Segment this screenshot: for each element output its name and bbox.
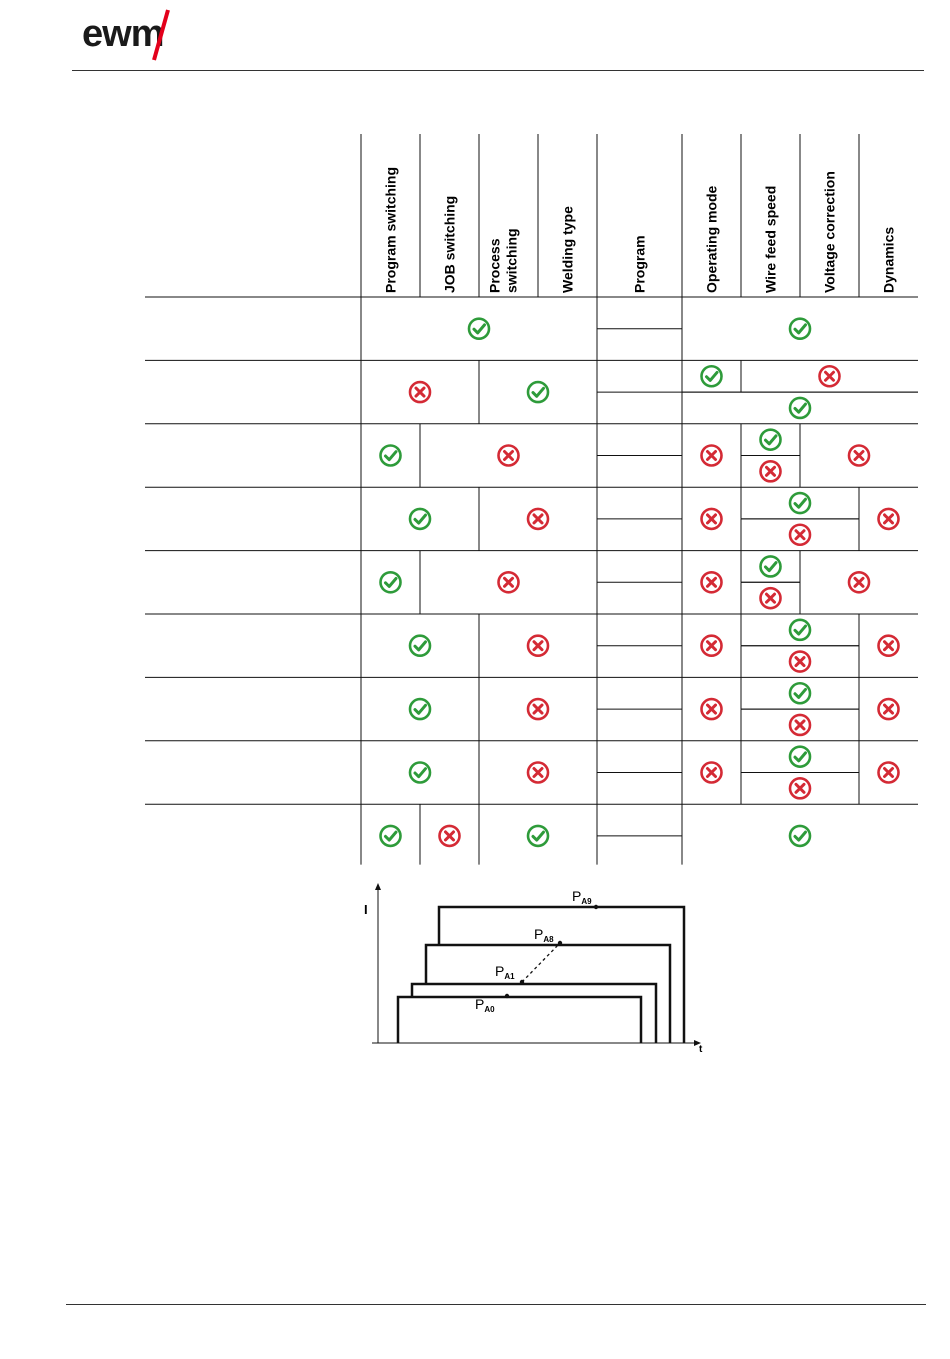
check-circle-icon <box>700 364 723 388</box>
check-circle-icon <box>788 681 812 705</box>
y-axis-label: I <box>364 902 368 917</box>
column-header-program: Program <box>632 235 648 293</box>
check-circle-icon <box>788 396 812 420</box>
check-circle-icon <box>788 824 812 848</box>
ewm-logo: ewm <box>80 8 215 64</box>
program-curve-a1 <box>410 982 658 1043</box>
program-curve-a9 <box>437 905 686 1043</box>
cross-circle-icon <box>847 444 871 467</box>
program-curve-a0 <box>396 995 643 1043</box>
cross-circle-icon <box>526 634 550 658</box>
program-sequence-diagram: I t PA0 PA1 PA8 PA9 <box>364 883 703 1055</box>
point-a1-label: PA1 <box>495 963 515 981</box>
check-circle-icon <box>526 824 550 848</box>
table-grid <box>145 134 918 865</box>
column-headers: Program switching JOB switching Processswi… <box>383 167 897 293</box>
x-axis-label: t <box>699 1044 703 1055</box>
column-header-welding-type: Welding type <box>560 206 576 293</box>
x-axis <box>372 1040 701 1046</box>
point-a1-marker <box>519 979 525 985</box>
column-header-dynamics: Dynamics <box>881 227 897 293</box>
cross-circle-icon <box>700 570 723 594</box>
check-circle-icon <box>467 317 491 341</box>
cross-circle-icon <box>788 523 812 547</box>
check-circle-icon <box>379 824 402 848</box>
check-circle-icon <box>379 444 402 467</box>
cross-circle-icon <box>788 713 812 737</box>
cross-circle-icon <box>526 507 550 531</box>
check-circle-icon <box>788 317 812 341</box>
cross-circle-icon <box>700 507 723 531</box>
cross-circle-icon <box>788 777 812 800</box>
point-a8-marker <box>557 940 563 946</box>
column-header-wire-feed-speed: Wire feed speed <box>763 186 779 293</box>
check-circle-icon <box>788 745 812 768</box>
cross-circle-icon <box>847 570 871 594</box>
check-circle-icon <box>408 761 432 784</box>
footer-divider <box>66 1304 926 1305</box>
logo-accent-slash <box>152 9 170 61</box>
cross-circle-icon <box>526 697 550 721</box>
cross-circle-icon <box>700 697 723 721</box>
cross-circle-icon <box>438 824 461 848</box>
cross-circle-icon <box>818 364 841 388</box>
cross-circle-icon <box>759 586 782 610</box>
column-header-program-switching: Program switching <box>383 167 399 293</box>
table-cells <box>379 317 900 848</box>
cross-circle-icon <box>700 634 723 658</box>
point-a0-marker <box>504 993 510 999</box>
interpolation-dashed-line <box>521 942 561 983</box>
cross-circle-icon <box>497 570 520 594</box>
function-matrix-table: Program switching JOB switching Processswi… <box>145 134 918 865</box>
column-header-operating-mode: Operating mode <box>704 185 720 293</box>
check-circle-icon <box>526 380 550 404</box>
check-circle-icon <box>759 428 782 451</box>
logo-wordmark: ewm <box>82 13 163 55</box>
cross-circle-icon <box>877 697 900 721</box>
check-circle-icon <box>759 555 782 578</box>
cross-circle-icon <box>700 444 723 467</box>
program-curve-a8 <box>424 943 672 1043</box>
cross-circle-icon <box>408 380 432 404</box>
check-circle-icon <box>408 507 432 531</box>
check-circle-icon <box>379 570 402 594</box>
column-header-process-switching: Processswitching <box>487 228 520 293</box>
cross-circle-icon <box>700 761 723 784</box>
column-header-job-switching: JOB switching <box>442 196 458 293</box>
check-circle-icon <box>408 697 432 721</box>
check-circle-icon <box>788 618 812 642</box>
y-axis <box>375 883 381 1043</box>
column-header-voltage-correction: Voltage correction <box>822 171 838 293</box>
point-a9-marker <box>593 904 599 910</box>
header-divider <box>72 70 924 71</box>
check-circle-icon <box>408 634 432 658</box>
point-a9-label: PA9 <box>572 888 592 906</box>
point-a8-label: PA8 <box>534 926 554 944</box>
cross-circle-icon <box>877 761 900 784</box>
cross-circle-icon <box>759 460 782 483</box>
cross-circle-icon <box>788 650 812 673</box>
cross-circle-icon <box>877 507 900 531</box>
point-a0-label: PA0 <box>475 996 495 1014</box>
check-circle-icon <box>788 491 812 515</box>
cross-circle-icon <box>497 444 520 467</box>
cross-circle-icon <box>877 634 900 658</box>
cross-circle-icon <box>526 761 550 784</box>
